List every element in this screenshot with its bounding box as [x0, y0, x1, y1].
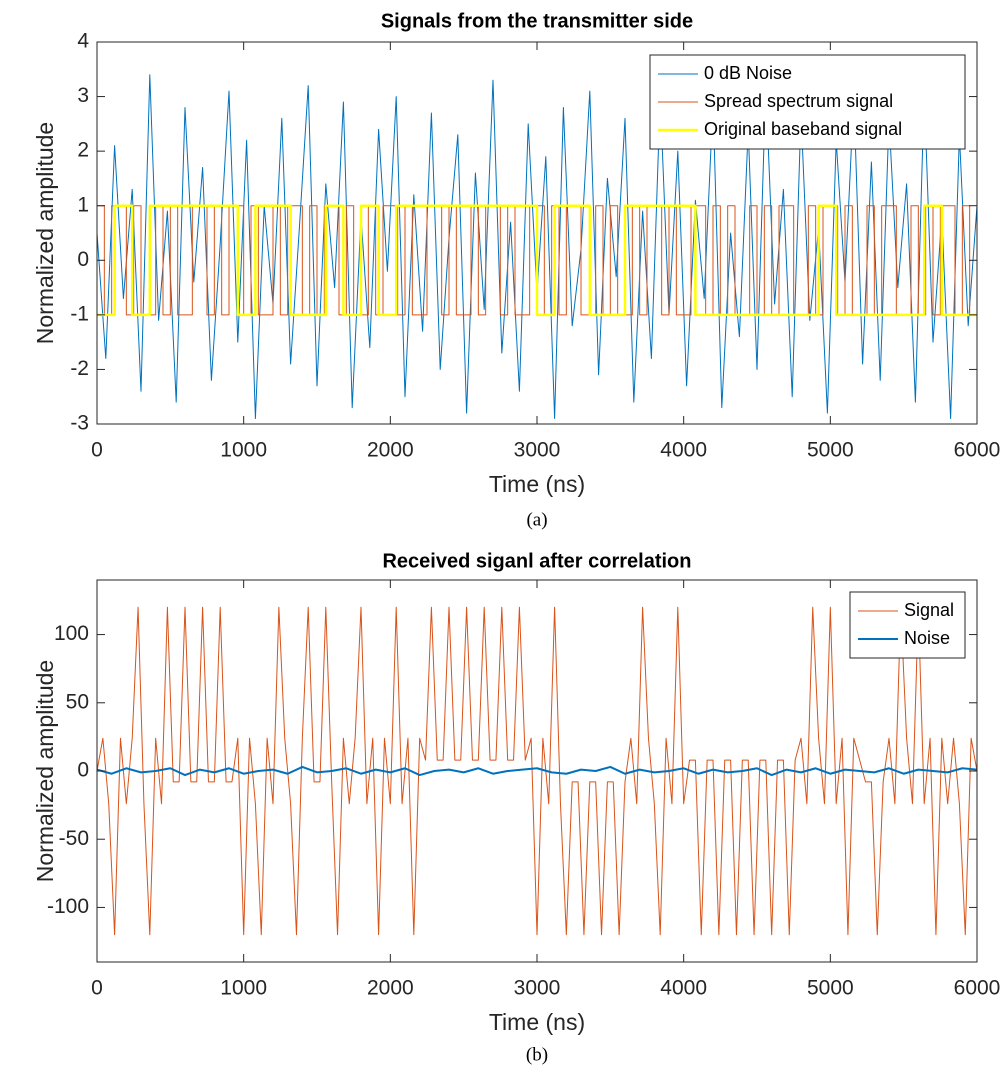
- y-tick-label: -100: [47, 895, 89, 918]
- x-axis-label: Time (ns): [489, 471, 585, 497]
- y-tick-label: 50: [66, 690, 89, 713]
- series-line: [97, 765, 977, 777]
- x-tick-label: 6000: [954, 977, 1001, 1000]
- y-tick-label: 1: [77, 193, 89, 216]
- x-tick-label: 6000: [954, 439, 1001, 462]
- caption: (a): [526, 509, 547, 530]
- x-tick-label: 2000: [367, 439, 414, 462]
- chart-title: Received siganl after correlation: [382, 550, 691, 572]
- legend-label: Signal: [904, 600, 954, 620]
- series-line: [97, 606, 977, 936]
- legend-label: Noise: [904, 628, 950, 648]
- legend-label: Spread spectrum signal: [704, 91, 893, 111]
- legend-box: [649, 54, 966, 150]
- y-tick-label: -2: [70, 357, 89, 380]
- plot-area: [97, 580, 977, 962]
- x-tick-label: 3000: [514, 977, 561, 1000]
- legend-label: 0 dB Noise: [704, 63, 792, 83]
- legend-label: Original baseband signal: [704, 119, 902, 139]
- x-tick-label: 2000: [367, 977, 414, 1000]
- legend-box: [849, 591, 966, 659]
- y-tick-label: 100: [54, 622, 89, 645]
- x-axis-label: Time (ns): [489, 1009, 585, 1035]
- y-tick-label: 3: [77, 84, 89, 107]
- caption: (b): [526, 1044, 548, 1065]
- series-line: [97, 204, 977, 317]
- x-tick-label: 0: [91, 439, 103, 462]
- x-tick-label: 5000: [807, 439, 854, 462]
- x-tick-label: 0: [91, 977, 103, 1000]
- y-axis-label: Normalized amplitude: [32, 660, 58, 882]
- chart-title: Signals from the transmitter side: [381, 10, 693, 32]
- x-tick-label: 5000: [807, 977, 854, 1000]
- y-tick-label: -50: [59, 827, 89, 850]
- x-tick-label: 4000: [660, 439, 707, 462]
- x-tick-label: 3000: [514, 439, 561, 462]
- y-tick-label: 2: [77, 139, 89, 162]
- y-tick-label: 0: [77, 759, 89, 782]
- y-tick-label: -1: [70, 302, 89, 325]
- x-tick-label: 1000: [220, 977, 267, 1000]
- y-tick-label: 0: [77, 248, 89, 271]
- y-axis-label: Normalized amplitude: [32, 122, 58, 344]
- x-tick-label: 4000: [660, 977, 707, 1000]
- y-tick-label: -3: [70, 412, 89, 435]
- x-tick-label: 1000: [220, 439, 267, 462]
- y-tick-label: 4: [77, 30, 89, 53]
